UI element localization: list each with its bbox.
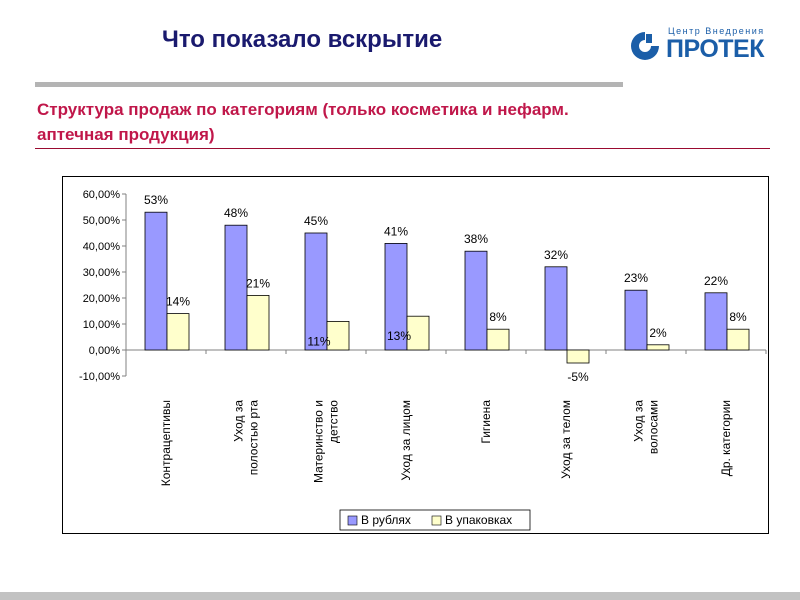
y-tick-label: 20,00% bbox=[83, 293, 121, 305]
chart-subtitle: Структура продаж по категориям (только к… bbox=[37, 100, 569, 144]
x-category-label: Уход за телом bbox=[559, 400, 573, 479]
data-label-packs: 2% bbox=[649, 326, 667, 340]
x-category-label: Уход заволосами bbox=[632, 400, 661, 454]
x-category-label: Контрацептивы bbox=[159, 400, 173, 486]
data-label-packs: 8% bbox=[489, 310, 507, 324]
y-tick-label: 30,00% bbox=[83, 267, 121, 279]
title-divider bbox=[35, 82, 623, 87]
data-label-packs: 8% bbox=[729, 310, 747, 324]
bar-packs bbox=[646, 344, 670, 351]
data-label-rubles: 32% bbox=[544, 248, 568, 262]
bar-packs bbox=[486, 328, 510, 351]
legend-label-packs: В упаковках bbox=[445, 513, 512, 527]
data-label-rubles: 41% bbox=[384, 224, 408, 238]
data-label-packs: 11% bbox=[307, 334, 330, 348]
data-label-packs: 21% bbox=[246, 276, 270, 290]
chart-frame: 60,00% 50,00% 40,00% 30,00% 20,00% 10,00% 0,00… bbox=[62, 176, 769, 534]
legend-swatch-packs bbox=[431, 515, 442, 526]
bar-rubles bbox=[384, 243, 408, 351]
bar-rubles bbox=[224, 224, 248, 351]
x-category-label: Др. категории bbox=[719, 400, 733, 476]
data-label-rubles: 23% bbox=[624, 271, 648, 285]
data-label-packs: -5% bbox=[567, 370, 589, 384]
data-label-rubles: 48% bbox=[224, 206, 248, 220]
y-tick-label: 60,00% bbox=[83, 189, 121, 201]
bar-rubles bbox=[624, 289, 648, 351]
page-title: Что показало вскрытие bbox=[162, 26, 443, 53]
bar-packs bbox=[726, 328, 750, 351]
legend-swatch-rubles bbox=[347, 515, 358, 526]
logo-mark-icon bbox=[631, 32, 659, 60]
logo-name: ПРОТЕК bbox=[666, 35, 764, 63]
bar-rubles bbox=[304, 232, 328, 351]
bar-packs bbox=[406, 315, 430, 351]
protek-logo: Центр Внедрения ПРОТЕК bbox=[628, 26, 778, 66]
logo-tagline: Центр Внедрения bbox=[668, 26, 765, 36]
data-label-packs: 13% bbox=[387, 329, 411, 343]
bar-rubles bbox=[544, 266, 568, 351]
legend-label-rubles: В рублях bbox=[361, 513, 411, 527]
y-tick-label: 40,00% bbox=[83, 241, 121, 253]
x-category-label: Гигиена bbox=[479, 400, 493, 444]
bar-packs bbox=[326, 320, 350, 351]
x-category-label: Уход заполостью рта bbox=[232, 400, 261, 476]
x-category-label: Материнство идетство bbox=[312, 400, 341, 483]
data-label-packs: 14% bbox=[166, 295, 190, 309]
bar-chart: 60,00% 50,00% 40,00% 30,00% 20,00% 10,00% 0,00… bbox=[62, 176, 769, 534]
y-tick-label: -10,00% bbox=[79, 371, 120, 383]
data-label-rubles: 45% bbox=[304, 214, 328, 228]
chart-border bbox=[62, 176, 769, 534]
bar-rubles bbox=[464, 250, 488, 351]
footer-bar bbox=[0, 592, 800, 600]
y-tick-label: 0,00% bbox=[89, 345, 120, 357]
y-tick-label: 50,00% bbox=[83, 215, 121, 227]
data-label-rubles: 22% bbox=[704, 274, 728, 288]
bar-packs bbox=[246, 295, 270, 351]
bar-rubles bbox=[704, 292, 728, 351]
data-label-rubles: 38% bbox=[464, 232, 488, 246]
bar-packs bbox=[166, 313, 190, 351]
y-tick-label: 10,00% bbox=[83, 319, 121, 331]
bar-rubles bbox=[144, 211, 168, 351]
subtitle-underline bbox=[35, 148, 770, 149]
data-label-rubles: 53% bbox=[144, 193, 168, 207]
bar-packs bbox=[566, 349, 590, 364]
x-category-label: Уход за лицом bbox=[399, 400, 413, 481]
